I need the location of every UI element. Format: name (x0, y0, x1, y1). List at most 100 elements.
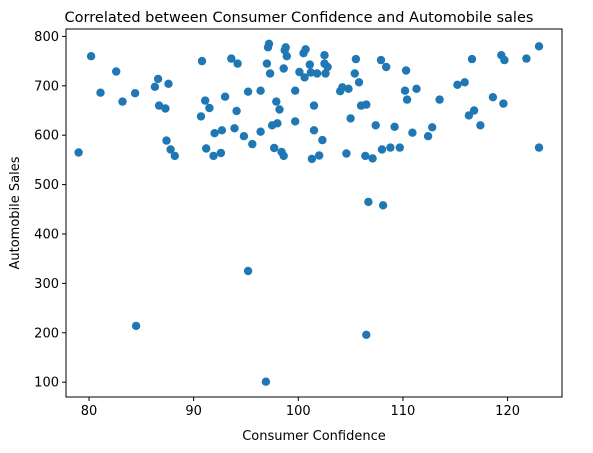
data-point (342, 149, 351, 158)
y-tick-label: 100 (34, 376, 59, 391)
data-point (307, 154, 317, 164)
data-point (386, 143, 395, 152)
data-point (408, 128, 417, 137)
x-axis-title: Consumer Confidence (242, 429, 386, 444)
data-point (166, 145, 175, 154)
data-point (202, 144, 211, 153)
data-point (382, 62, 391, 72)
data-point (309, 101, 319, 110)
data-point (534, 42, 544, 51)
y-tick-label: 200 (34, 326, 59, 341)
data-point (500, 55, 509, 65)
data-point (279, 64, 288, 73)
data-point (401, 66, 411, 75)
data-point (264, 39, 274, 48)
y-tick-label: 600 (34, 129, 59, 144)
data-point (154, 101, 164, 110)
plot-frame (65, 28, 563, 398)
data-point (376, 55, 386, 65)
data-point (305, 60, 314, 69)
data-point (205, 103, 214, 113)
data-point (315, 151, 324, 160)
chart-title: Correlated between Consumer Confidence a… (65, 10, 534, 26)
data-point (309, 126, 319, 135)
data-point (362, 100, 371, 109)
data-point (291, 86, 300, 95)
data-point (321, 69, 330, 78)
data-point (362, 330, 371, 339)
data-point (364, 197, 373, 207)
data-point (295, 67, 304, 77)
data-point (323, 62, 332, 72)
data-point (162, 136, 171, 145)
data-point (402, 95, 412, 104)
y-axis-ticks: 100 200 300 400 500 600 700 800 (34, 30, 66, 391)
data-point (320, 51, 329, 60)
data-point (196, 112, 206, 121)
data-point (400, 86, 410, 95)
data-point (197, 56, 207, 66)
data-point (220, 92, 230, 101)
data-point (261, 377, 271, 386)
data-point (428, 123, 437, 132)
data-point (412, 84, 421, 94)
y-tick-label: 800 (34, 30, 59, 45)
data-point (476, 121, 485, 130)
data-point (300, 73, 309, 82)
data-point (395, 143, 404, 152)
y-tick-label: 700 (34, 79, 59, 94)
data-point (170, 151, 179, 161)
data-point (256, 127, 265, 136)
data-point (130, 89, 140, 98)
data-points (74, 39, 544, 386)
data-point (262, 59, 272, 68)
data-point (371, 121, 380, 130)
data-point (230, 124, 239, 133)
x-tick-label: 110 (391, 404, 416, 419)
data-point (279, 151, 288, 161)
data-point (488, 93, 498, 102)
x-tick-label: 80 (81, 404, 98, 419)
data-point (469, 106, 479, 115)
data-point (390, 122, 399, 131)
data-point (232, 106, 241, 116)
x-tick-label: 90 (185, 404, 202, 419)
data-point (201, 96, 210, 105)
data-point (217, 126, 227, 135)
data-point (377, 145, 387, 154)
data-point (216, 148, 226, 158)
data-point (351, 54, 361, 64)
data-point (368, 154, 377, 163)
data-point (346, 114, 355, 123)
data-point (256, 86, 265, 95)
data-point (460, 78, 469, 87)
data-point (118, 97, 127, 106)
data-point (354, 78, 364, 87)
data-point (233, 59, 242, 68)
data-point (153, 74, 163, 84)
data-point (423, 132, 433, 141)
x-axis-ticks: 80 90 100 110 120 (81, 397, 520, 419)
y-tick-label: 300 (34, 277, 59, 292)
data-point (282, 52, 291, 61)
data-point (209, 151, 218, 161)
data-point (243, 87, 253, 96)
data-point (291, 117, 300, 126)
data-point (239, 132, 249, 141)
y-tick-label: 500 (34, 178, 59, 193)
data-point (161, 104, 170, 113)
data-point (453, 80, 462, 90)
data-point (435, 95, 444, 104)
data-point (131, 321, 141, 331)
data-point (522, 54, 531, 63)
x-tick-label: 100 (286, 404, 311, 419)
data-point (272, 97, 281, 106)
data-point (273, 119, 282, 128)
data-point (112, 67, 121, 76)
data-point (164, 79, 173, 89)
y-axis-title: Automobile Sales (8, 156, 23, 269)
data-point (150, 82, 160, 92)
data-point (86, 52, 96, 61)
data-point (467, 54, 477, 64)
